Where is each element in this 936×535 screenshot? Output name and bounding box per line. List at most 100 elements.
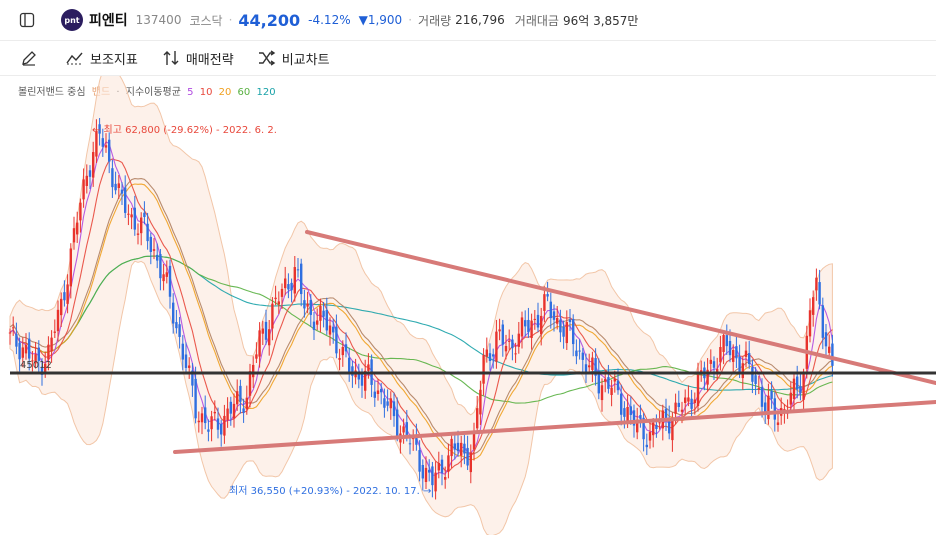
amount-label: 거래대금 (514, 13, 559, 28)
candle-body (18, 342, 21, 360)
candle-body (495, 331, 498, 362)
candle-body (540, 315, 543, 335)
candle-body (207, 429, 210, 432)
candle-body (210, 416, 213, 430)
candle-body (322, 310, 325, 317)
candle-body (757, 388, 760, 390)
price-chart[interactable]: 45012 ← 최고 62,800 (-29.62%) - 2022. 6. 2.… (0, 76, 936, 535)
candle-body (312, 321, 316, 330)
candle-body (799, 386, 802, 394)
candle-body (290, 282, 293, 291)
candle-body (469, 452, 472, 473)
candle-body (664, 408, 668, 422)
candle-body (604, 379, 607, 382)
candle-body (600, 385, 604, 401)
candle-body (296, 269, 300, 271)
candle-body (700, 370, 703, 372)
candle-body (591, 357, 594, 371)
candle-body (645, 444, 648, 448)
candle-body (300, 263, 303, 295)
ma-period-20: 20 (218, 87, 232, 98)
candle-body (760, 387, 764, 407)
candle-body (447, 455, 450, 472)
candle-body (450, 438, 453, 457)
candle-body (277, 301, 280, 305)
ma-period-5: 5 (187, 87, 194, 98)
candle-body (136, 233, 140, 235)
candle-body (165, 272, 168, 277)
candle-body (31, 360, 34, 362)
candle-body (815, 277, 818, 291)
compare-chart-button[interactable]: 비교차트 (258, 49, 330, 68)
candle-body (517, 333, 520, 347)
candle-body (476, 408, 479, 429)
candle-body (629, 406, 632, 415)
candle-body (620, 393, 623, 415)
candle-body (652, 422, 655, 436)
trade-strategy-button[interactable]: 매매전략 (162, 49, 234, 68)
candle-body (533, 318, 536, 320)
candle-body (812, 297, 815, 315)
candle-body (53, 331, 56, 333)
candle-body (520, 317, 524, 337)
candle-body (421, 464, 424, 479)
candle-body (152, 249, 156, 251)
indicator-chart-icon (66, 52, 83, 65)
sidebar-toggle-icon[interactable] (16, 9, 38, 31)
candle-body (383, 398, 386, 408)
candle-body (684, 397, 687, 403)
candle-body (40, 366, 44, 375)
candle-body (274, 297, 277, 300)
company-logo: pnt (61, 9, 83, 31)
low-annotation: 최저 36,550 (+20.93%) - 2022. 10. 17. → (229, 485, 431, 497)
draw-pencil-icon[interactable] (20, 49, 44, 67)
candle-body (335, 326, 338, 354)
candle-body (485, 349, 488, 357)
candle-body (124, 187, 127, 213)
amount-value: 96억 3,857만 (562, 13, 639, 28)
candle-body (514, 353, 517, 355)
candle-body (248, 371, 252, 396)
candle-body (594, 358, 597, 376)
candle-body (754, 375, 757, 384)
candle-body (98, 124, 101, 134)
candle-body (687, 397, 690, 402)
candle-body (440, 459, 444, 474)
candle-body (232, 403, 236, 419)
candle-body (674, 402, 677, 414)
candle-body (716, 369, 719, 372)
candle-body (655, 425, 658, 429)
candle-body (482, 354, 485, 384)
candle-body (303, 300, 306, 309)
up-down-arrows-icon (163, 51, 179, 65)
candle-body (549, 301, 552, 319)
candle-body (69, 248, 72, 287)
candle-body (28, 338, 31, 359)
candle-body (511, 339, 514, 349)
candle-body (770, 390, 773, 399)
candle-body (44, 363, 47, 374)
candle-body (748, 353, 751, 365)
candle-body (130, 214, 133, 218)
candle-body (578, 350, 581, 352)
candle-body (66, 284, 69, 304)
ma-period-60: 60 (237, 87, 251, 98)
candle-body (466, 447, 469, 466)
candle-body (741, 363, 744, 379)
candle-body (348, 357, 351, 373)
candle-body (764, 402, 767, 413)
candle-body (24, 345, 28, 354)
candle-body (824, 332, 828, 347)
candle-body (607, 377, 610, 389)
indicators-button[interactable]: 보조지표 (66, 49, 138, 68)
candle-body (229, 401, 232, 414)
candle-body (456, 442, 460, 452)
candle-body (642, 417, 645, 440)
candle-body (15, 334, 18, 347)
candle-body (88, 170, 92, 177)
candle-body (677, 402, 680, 407)
candle-body (332, 326, 335, 333)
candle-body (636, 419, 639, 433)
candle-body (418, 450, 421, 472)
candle-body (280, 288, 284, 297)
